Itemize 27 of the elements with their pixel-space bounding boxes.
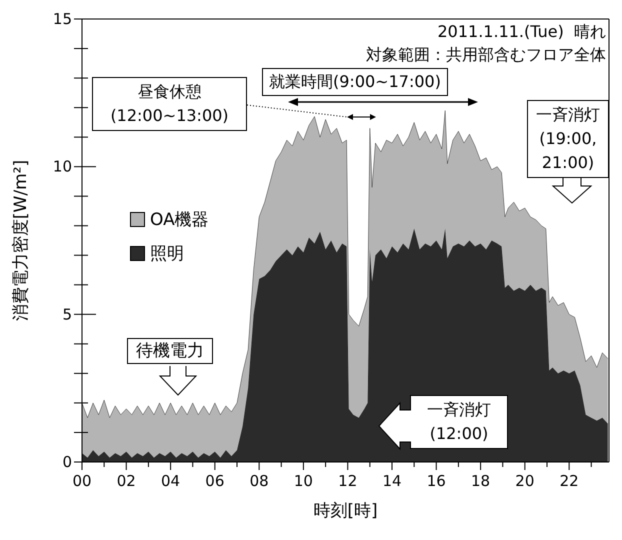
annotation: 一斉消灯 (12:00) [410,395,508,449]
x-axis-title: 時刻[時] [313,501,378,521]
annotation: 就業時間(9:00~17:00) [262,68,448,96]
x-tick-label: 10 [294,472,313,490]
annotation: 待機電力 [127,338,213,364]
y-tick-label: 0 [62,453,72,471]
x-tick-label: 04 [161,472,180,490]
legend-label: 照明 [149,242,185,266]
y-axis-title: 消費電力密度[W/m²] [11,160,32,322]
legend-label: OA機器 [149,208,210,232]
x-tick-label: 18 [471,472,490,490]
x-tick-label: 08 [250,472,269,490]
x-tick-label: 22 [560,472,579,490]
x-tick-label: 00 [72,472,92,490]
annotation: 2011.1.11.(Tue) 晴れ [438,22,606,43]
x-tick-label: 02 [116,472,136,490]
y-tick-label: 5 [62,305,72,324]
y-tick-label: 15 [52,10,72,28]
x-tick-label: 12 [338,472,358,490]
y-tick-label: 10 [52,158,72,176]
x-tick-label: 16 [426,472,446,490]
annotation: 昼食休憩 (12:00~13:00) [92,77,247,131]
x-tick-label: 20 [515,472,534,490]
annotation: 一斉消灯 (19:00, 21:00) [527,100,609,178]
x-tick-label: 06 [205,472,224,490]
x-tick-label: 14 [382,472,402,490]
annotation: 対象範囲：共用部含むフロア全体 [366,45,606,66]
